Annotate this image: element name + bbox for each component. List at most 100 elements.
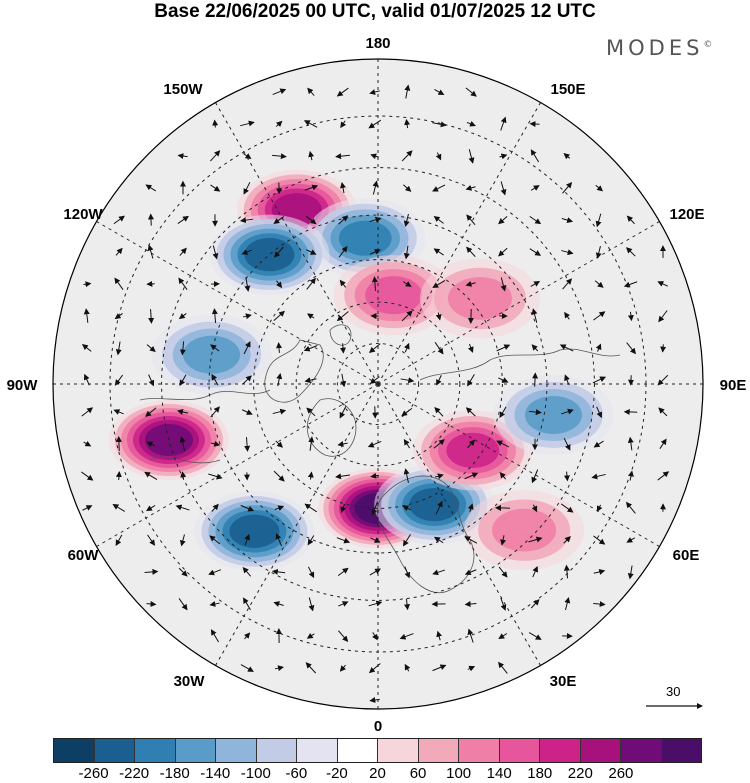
wind-vector	[338, 630, 349, 643]
wind-vector	[304, 184, 319, 191]
colorbar-box	[94, 739, 135, 762]
colorbar-tick-label: 60	[409, 765, 427, 782]
wind-vector	[308, 436, 315, 451]
wind-vector	[306, 407, 316, 417]
wind-vector	[372, 632, 378, 641]
wind-vector	[591, 473, 606, 480]
wind-vector	[559, 344, 574, 352]
wind-scale-label: 30	[666, 684, 681, 699]
anomaly-contour	[447, 277, 512, 320]
wind-vector	[115, 341, 122, 356]
wind-vector	[371, 501, 379, 516]
wind-vector	[532, 372, 539, 387]
wind-vector	[180, 471, 187, 480]
wind-vector	[402, 281, 412, 287]
wind-vector	[627, 565, 634, 580]
wind-vector	[595, 184, 604, 192]
wind-vector	[82, 505, 93, 511]
wind-vector	[276, 342, 283, 353]
wind-vector	[432, 121, 447, 128]
wind-vector	[562, 181, 573, 194]
wind-vector	[627, 436, 634, 451]
wind-vector	[564, 596, 571, 611]
wind-vector	[466, 246, 476, 257]
wind-vector	[242, 566, 252, 577]
wind-vector	[498, 247, 508, 257]
wind-vector	[340, 120, 347, 129]
lon-label-90w: 90W	[6, 377, 38, 394]
meridian-line	[377, 102, 541, 385]
wind-vector	[403, 468, 410, 483]
wind-vector	[370, 537, 381, 543]
wind-vector	[626, 247, 636, 257]
wind-vector	[336, 311, 349, 322]
wind-vector	[402, 534, 411, 547]
wind-vector	[274, 665, 284, 672]
wind-vector	[178, 313, 187, 320]
wind-vector	[500, 277, 507, 292]
colorbar-box	[216, 739, 257, 762]
map-title: Base 22/06/2025 00 UTC, valid 01/07/2025…	[154, 1, 596, 22]
wind-vector	[467, 374, 475, 387]
latitude-circle	[253, 259, 503, 509]
wind-vector	[209, 535, 221, 545]
wind-vector	[436, 374, 442, 386]
wind-vector	[176, 409, 189, 415]
latitude-circle	[336, 342, 420, 426]
wind-vector	[626, 215, 635, 225]
wind-vector	[244, 533, 250, 546]
wind-vector	[434, 407, 444, 417]
wind-vector	[367, 440, 382, 448]
wind-vector	[496, 344, 511, 352]
wind-vector	[338, 215, 349, 225]
modes-logo: MODES©	[606, 36, 712, 60]
siberia-coastline	[419, 348, 621, 381]
anomaly-contour	[338, 220, 392, 256]
wind-vector	[209, 601, 220, 607]
wind-vector	[146, 441, 155, 448]
wind-vector	[627, 311, 634, 322]
anomaly-negative-central-asia	[493, 374, 614, 455]
wind-vector	[371, 276, 378, 291]
lon-label-90e: 90E	[719, 377, 747, 394]
wind-vector	[208, 473, 223, 480]
wind-vector	[83, 440, 92, 447]
wind-vector	[336, 87, 349, 97]
wind-vector	[432, 280, 446, 288]
wind-vector	[243, 341, 251, 355]
wind-vector	[434, 536, 444, 544]
wind-vector	[210, 150, 221, 162]
wind-vector	[626, 537, 636, 543]
latitude-circle	[161, 167, 595, 601]
wind-vector	[242, 375, 252, 385]
wind-vector	[148, 309, 155, 324]
wind-vector	[273, 216, 285, 225]
wind-vector	[467, 343, 474, 353]
colorbar-tick-label: 260	[608, 765, 634, 782]
wind-vector	[368, 663, 381, 674]
wind-vector	[435, 500, 443, 515]
wind-vector	[303, 345, 318, 352]
wind-vector	[272, 408, 287, 415]
wind-vector	[306, 632, 315, 639]
wind-vector	[307, 535, 315, 546]
wind-vector	[241, 249, 252, 255]
wind-vector	[563, 437, 571, 451]
wind-vector	[276, 372, 283, 387]
wind-vector	[211, 373, 219, 386]
wind-vector	[308, 150, 315, 161]
wind-vector	[531, 344, 539, 352]
colorbar-tick-label: 180	[527, 765, 553, 782]
meridian-line	[377, 383, 660, 547]
wind-vector	[468, 149, 475, 164]
wind-vector	[564, 374, 570, 385]
wind-vector	[626, 342, 636, 355]
wind-vector	[465, 407, 476, 417]
latitude-circle	[295, 301, 461, 467]
colorbar-box	[256, 739, 297, 762]
wind-vector	[592, 376, 607, 384]
wind-vector	[114, 374, 124, 386]
wind-vector	[273, 601, 284, 607]
wind-vector	[404, 663, 411, 672]
